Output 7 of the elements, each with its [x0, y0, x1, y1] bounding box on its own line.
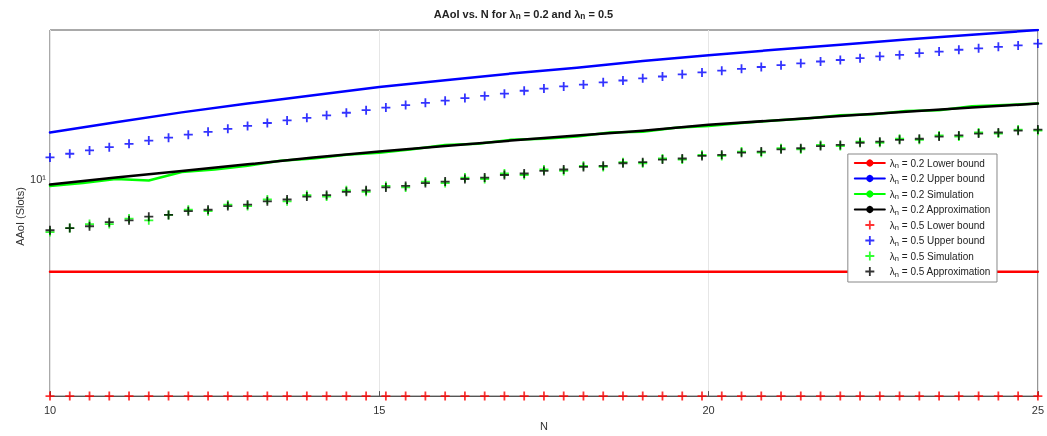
x-axis-title: N [539, 419, 548, 432]
x-tick-label: 25 [1031, 403, 1045, 416]
x-tick-label: 10 [43, 403, 57, 416]
x-tick-label: 20 [702, 403, 715, 416]
y-axis-title: AAoI (Slots) [14, 187, 26, 246]
x-tick-label: 15 [373, 403, 386, 416]
text: 10¹ [30, 173, 47, 186]
